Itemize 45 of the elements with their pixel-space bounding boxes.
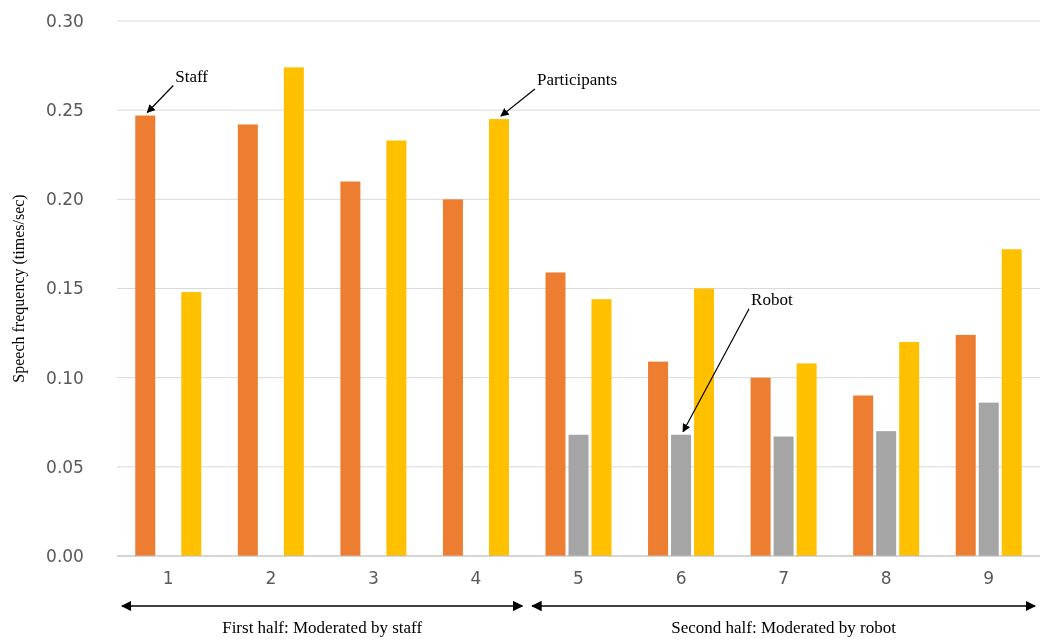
bar [568,434,589,556]
bar [283,67,304,556]
y-tick-label: 0.10 [46,367,84,388]
y-tick-label: 0.05 [46,456,84,477]
x-tick-label: 5 [573,568,584,588]
x-tick-label: 3 [367,568,379,588]
x-tick-label: 4 [470,568,482,588]
bar [591,299,612,556]
bar [237,124,258,556]
bar [773,436,794,556]
bar [671,434,692,556]
bar [442,199,463,556]
text: Robot [751,289,793,309]
y-tick-label: 0.20 [46,189,84,210]
x-tick-label: 1 [162,568,174,588]
x-tick-label: 9 [983,568,995,588]
bar [135,115,156,556]
bar [694,288,715,556]
y-tick-label: 0.30 [46,10,84,31]
bar [648,361,669,556]
y-tick-label: 0.25 [46,100,84,121]
bar [876,431,897,556]
y-axis-title: Speech frequency (times/sec) [10,194,28,383]
text: Staff [175,66,209,86]
x-tick-label: 7 [778,568,790,588]
bar [853,395,874,556]
bar [386,140,407,556]
x-tick-label: 2 [265,568,277,588]
bar [545,272,566,556]
bar [978,402,999,556]
bar [750,377,771,556]
bar [1001,249,1022,556]
bar [796,363,817,556]
x-tick-label: 8 [880,568,892,588]
bar [340,181,361,556]
text: First half: Moderated by staff [222,618,423,637]
x-tick-label: 6 [675,568,687,588]
y-tick-label: 0.15 [46,278,84,299]
bar [955,334,976,556]
y-tick-label: 0.00 [46,545,84,566]
bar [488,119,509,556]
text: Second half: Moderated by robot [671,618,897,637]
text: Participants [536,70,618,90]
bar [181,292,202,556]
bar [899,342,920,556]
